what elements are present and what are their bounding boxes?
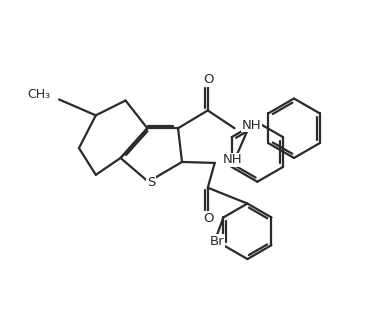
Text: O: O bbox=[204, 73, 214, 86]
Text: S: S bbox=[147, 176, 156, 189]
Text: NH: NH bbox=[241, 119, 261, 132]
Text: CH₃: CH₃ bbox=[27, 88, 50, 101]
Text: NH: NH bbox=[223, 153, 242, 166]
Text: Br: Br bbox=[210, 235, 224, 248]
Text: O: O bbox=[204, 212, 214, 225]
